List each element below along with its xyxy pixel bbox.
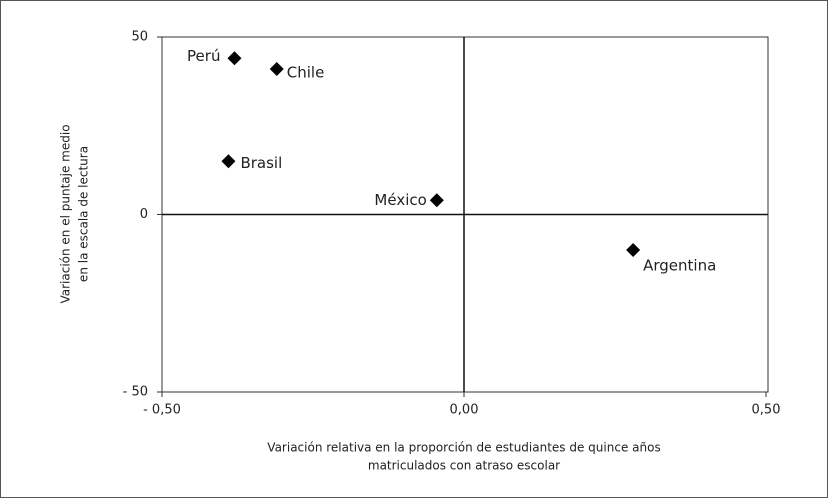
x-tick-label: - 0,50 — [143, 403, 181, 418]
x-axis-label: Variación relativa en la proporción de e… — [267, 441, 660, 455]
point-label: México — [374, 191, 426, 209]
y-tick-label: - 50 — [123, 385, 148, 400]
point-label: Perú — [187, 47, 220, 65]
x-tick-label: 0,50 — [752, 403, 781, 418]
point-label: Chile — [287, 63, 325, 81]
data-point — [221, 154, 236, 169]
x-tick-label: 0,00 — [450, 403, 479, 418]
y-axis-label: Variación en el puntaje medio — [59, 124, 73, 303]
y-axis-label: en la escala de lectura — [77, 146, 91, 282]
x-axis-label: matriculados con atraso escolar — [368, 459, 560, 473]
data-point — [269, 61, 284, 76]
data-point — [227, 51, 242, 66]
y-tick-label: 0 — [140, 207, 148, 222]
data-point — [429, 193, 444, 208]
point-label: Argentina — [643, 257, 716, 275]
y-tick-label: 50 — [131, 30, 148, 45]
point-label: Brasil — [240, 154, 282, 172]
data-point — [626, 243, 641, 257]
